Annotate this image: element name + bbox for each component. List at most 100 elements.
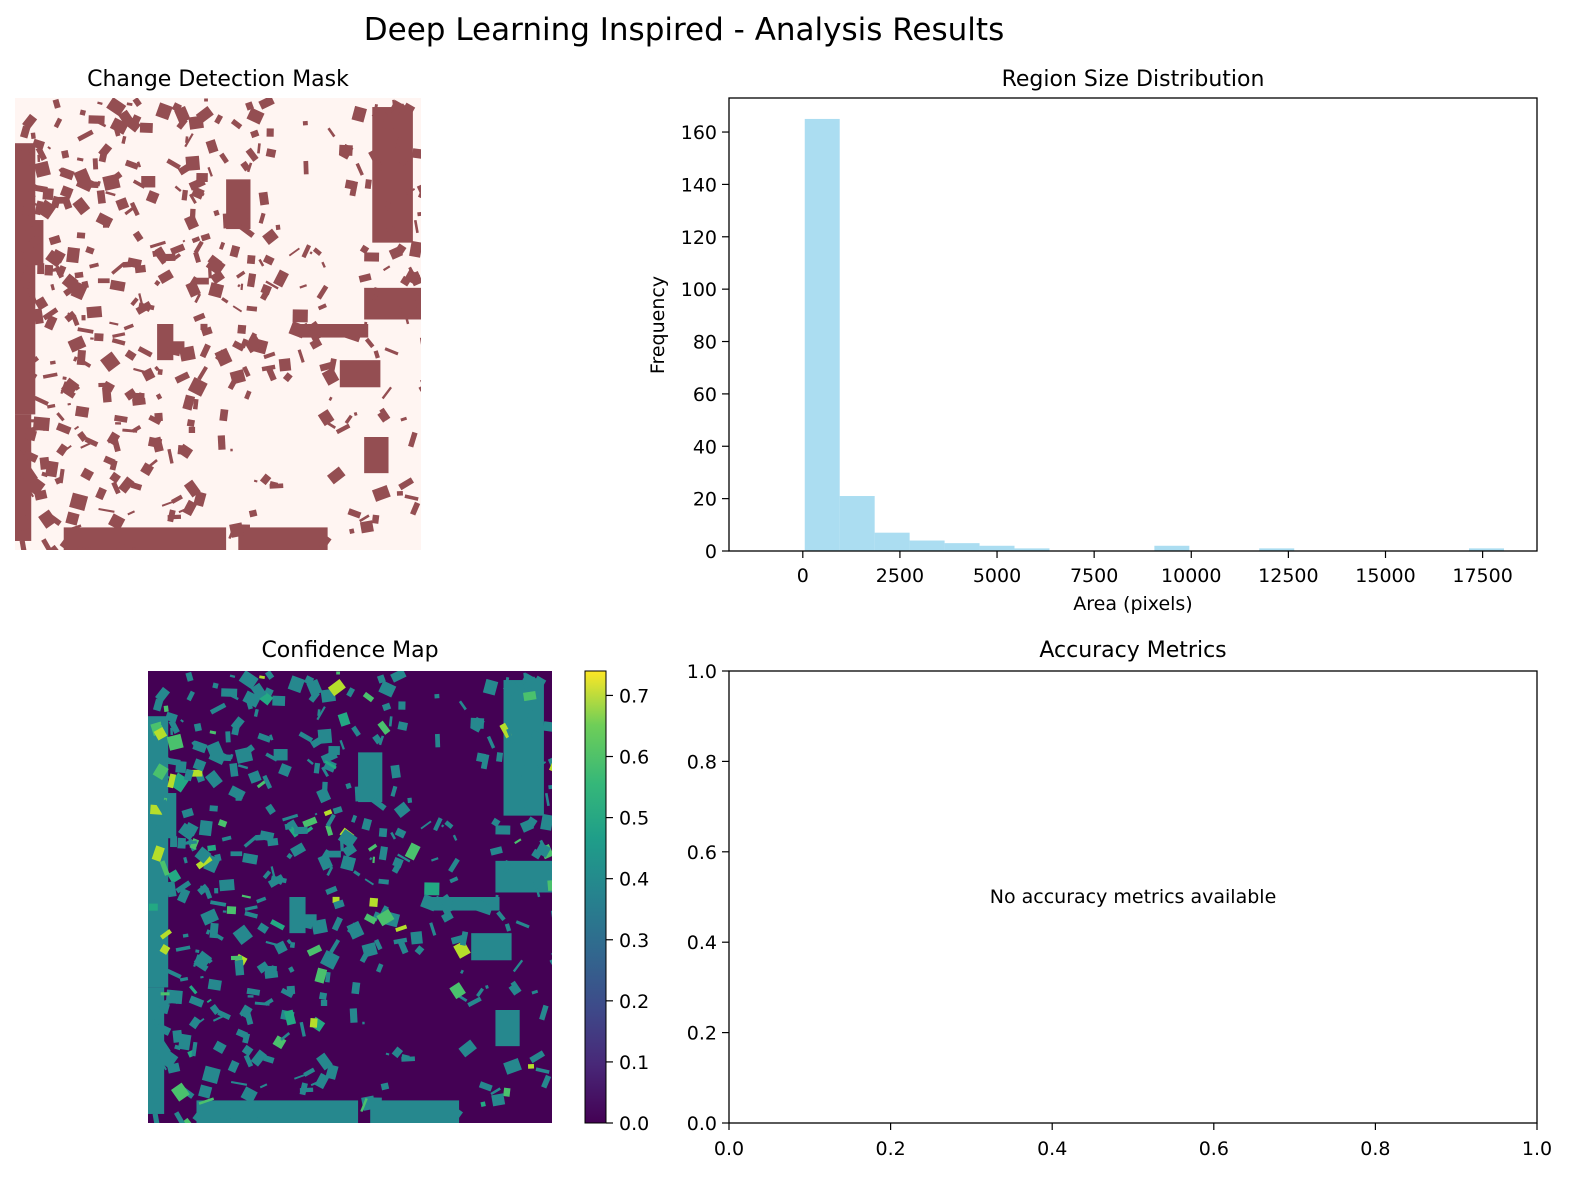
mask-change-region xyxy=(48,234,62,246)
mask-change-region xyxy=(41,471,49,478)
y-tick-label: 0.2 xyxy=(687,1023,717,1045)
confidence-region xyxy=(514,838,522,845)
confidence-region xyxy=(325,1064,339,1080)
confidence-region xyxy=(314,1072,330,1090)
confidence-region xyxy=(209,862,214,868)
confidence-region xyxy=(484,903,492,913)
confidence-region xyxy=(351,814,358,823)
mask-change-region xyxy=(374,155,384,171)
confidence-region xyxy=(420,894,439,912)
confidence-region xyxy=(364,878,374,886)
confidence-region xyxy=(381,702,392,712)
confidence-region xyxy=(166,881,177,898)
confidence-region xyxy=(209,1003,221,1016)
confidence-region xyxy=(159,928,172,940)
mask-change-region xyxy=(197,365,208,381)
confidence-region xyxy=(196,1100,359,1123)
confidence-region xyxy=(362,691,375,703)
confidence-region xyxy=(232,924,253,946)
confidence-region xyxy=(242,690,262,708)
mask-change-region xyxy=(86,305,103,319)
mask-change-region xyxy=(77,430,88,443)
confidence-region xyxy=(490,1087,501,1096)
confidence-region xyxy=(210,900,227,907)
mask-change-region xyxy=(245,147,259,162)
confidence-region xyxy=(298,731,314,743)
confidence-region xyxy=(325,885,338,895)
mask-change-region xyxy=(76,289,82,295)
mask-change-region xyxy=(72,382,81,391)
mask-change-region xyxy=(74,425,80,431)
confidence-region xyxy=(273,749,288,761)
mask-change-region xyxy=(133,367,145,373)
confidence-region xyxy=(241,1044,254,1057)
confidence-region xyxy=(316,1052,333,1071)
confidence-region xyxy=(209,1119,223,1123)
confidence-region xyxy=(259,675,265,679)
mask-change-region xyxy=(22,113,38,130)
mask-change-region xyxy=(81,315,86,321)
y-tick-label: 0.0 xyxy=(687,1113,717,1135)
mask-change-region xyxy=(55,422,72,435)
mask-title: Change Detection Mask xyxy=(87,67,349,92)
confidence-region xyxy=(208,748,227,765)
confidence-region xyxy=(326,866,334,877)
mask-change-region xyxy=(139,122,153,133)
confidence-region xyxy=(167,773,177,789)
mask-change-region xyxy=(248,509,258,518)
confidence-region xyxy=(160,719,167,727)
confidence-region xyxy=(151,1018,161,1029)
confidence-region xyxy=(264,671,275,680)
mask-change-region xyxy=(275,224,281,231)
confidence-region xyxy=(247,770,262,784)
mask-change-region xyxy=(419,335,421,348)
mask-change-region xyxy=(56,412,65,422)
confidence-region xyxy=(486,945,502,959)
mask-change-region xyxy=(67,402,71,406)
confidence-region xyxy=(460,969,464,975)
mask-change-region xyxy=(213,209,220,217)
mask-change-region xyxy=(395,136,402,149)
mask-change-region xyxy=(23,425,41,434)
mask-change-region xyxy=(179,345,196,362)
confidence-region xyxy=(153,827,159,833)
mask-change-region xyxy=(97,278,110,284)
mask-change-region xyxy=(98,508,115,513)
confidence-region xyxy=(337,829,358,849)
mask-change-region xyxy=(192,187,205,197)
confidence-region xyxy=(186,690,195,702)
mask-change-region xyxy=(174,185,182,193)
confidence-region xyxy=(290,842,307,857)
confidence-region xyxy=(523,672,527,683)
confidence-region xyxy=(339,739,345,750)
mask-change-region xyxy=(214,349,229,364)
mask-change-region xyxy=(292,309,308,323)
histogram-y-label: Frequency xyxy=(647,276,669,374)
confidence-region xyxy=(380,1082,390,1091)
mask-change-region xyxy=(208,282,225,299)
confidence-region xyxy=(390,785,398,797)
mask-change-region xyxy=(31,183,40,191)
mask-change-region xyxy=(77,129,94,142)
mask-change-region xyxy=(309,251,313,255)
confidence-region xyxy=(449,876,459,884)
mask-change-region xyxy=(101,386,112,403)
mask-change-region xyxy=(282,372,293,383)
confidence-region xyxy=(287,675,306,694)
mask-change-region xyxy=(381,386,392,400)
histogram-bar xyxy=(1259,548,1295,551)
confidence-region xyxy=(204,955,213,964)
confidence-region xyxy=(316,706,326,721)
mask-change-region xyxy=(386,225,397,237)
mask-change-region xyxy=(335,423,351,435)
confidence-region xyxy=(447,1115,457,1119)
histogram-bar xyxy=(1014,548,1050,551)
mask-change-region xyxy=(195,106,214,124)
mask-change-region xyxy=(250,129,260,139)
mask-change-region xyxy=(262,254,275,266)
accuracy-empty-message: No accuracy metrics available xyxy=(990,886,1277,908)
mask-change-region xyxy=(38,509,57,529)
mask-change-region xyxy=(353,330,361,340)
histogram-y-ticks: 0 20 40 60 80 100 120 140 160 xyxy=(681,122,729,563)
mask-change-region xyxy=(61,149,70,159)
